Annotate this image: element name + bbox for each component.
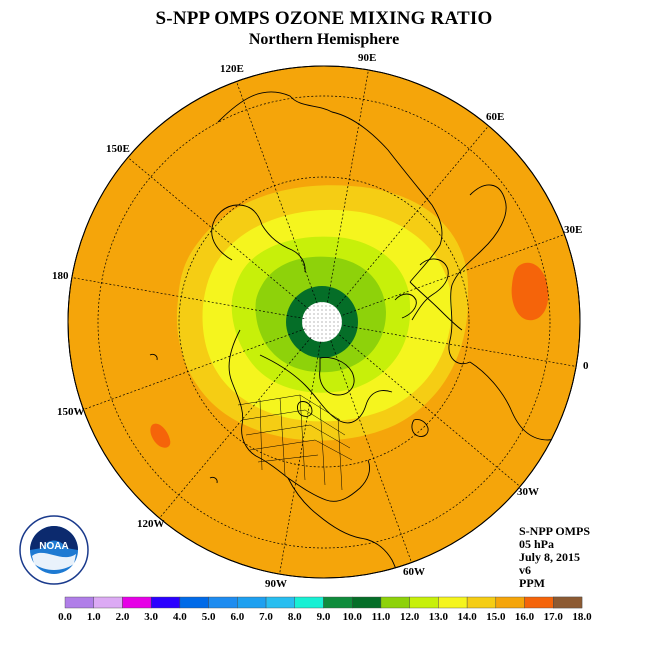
colorbar-swatch xyxy=(438,596,468,609)
lon-label-180: 180 xyxy=(52,270,69,282)
lon-label-150w: 150W xyxy=(57,406,85,418)
colorbar-tick-label: 4.0 xyxy=(173,611,187,623)
colorbar-swatch xyxy=(524,596,554,609)
colorbar-swatch xyxy=(179,596,209,609)
meridian-line xyxy=(330,340,412,563)
info-block: S-NPP OMPS 05 hPa July 8, 2015 v6 PPM xyxy=(519,525,590,590)
colorbar-swatch xyxy=(265,596,295,609)
info-version: v6 xyxy=(519,563,531,577)
colorbar-tick-label: 1.0 xyxy=(87,611,101,623)
colorbar-swatch xyxy=(495,596,525,609)
colorbar-tick-label: 6.0 xyxy=(230,611,244,623)
colorbar-swatch xyxy=(122,596,152,609)
lon-label-60e: 60E xyxy=(486,111,504,123)
colorbar-swatches xyxy=(64,596,583,609)
lon-label-60w: 60W xyxy=(403,566,425,578)
meridian-line xyxy=(236,81,318,304)
colorbar-tick-label: 8.0 xyxy=(288,611,302,623)
meridians xyxy=(71,69,577,575)
colorbar: 0.0 1.0 2.0 3.0 4.0 5.0 6.0 7.0 8.0 9.0 10.0 11.0 12… xyxy=(58,596,592,623)
colorbar-swatch xyxy=(150,596,181,609)
map-subtitle: Northern Hemisphere xyxy=(248,31,400,48)
polar-no-data xyxy=(302,302,342,342)
colorbar-ticks: 0.0 1.0 2.0 3.0 4.0 5.0 6.0 7.0 8.0 9.0 10.0 11.0 12… xyxy=(58,611,592,623)
colorbar-tick-label: 9.0 xyxy=(317,611,331,623)
colorbar-tick-label: 5.0 xyxy=(202,611,216,623)
meridian-line xyxy=(279,341,321,575)
lon-label-90w: 90W xyxy=(265,578,287,590)
colorbar-swatch xyxy=(409,596,439,609)
noaa-logo-text: NOAA xyxy=(39,541,68,552)
hotspot-west xyxy=(150,423,171,448)
meridian-line xyxy=(127,157,309,310)
meridian-line xyxy=(343,325,577,367)
hotspot-east xyxy=(511,262,549,321)
colorbar-swatch xyxy=(64,596,94,609)
lon-label-0: 0 xyxy=(583,360,589,372)
colorbar-tick-label: 13.0 xyxy=(429,611,449,623)
meridian-line xyxy=(336,125,489,307)
info-instrument: S-NPP OMPS xyxy=(519,524,590,538)
colorbar-tick-label: 15.0 xyxy=(486,611,506,623)
colorbar-swatch xyxy=(93,596,123,609)
colorbar-swatch xyxy=(553,596,583,609)
colorbar-swatch xyxy=(323,596,353,609)
colorbar-tick-label: 10.0 xyxy=(343,611,363,623)
colorbar-tick-label: 12.0 xyxy=(400,611,420,623)
lon-label-120e: 120E xyxy=(220,63,244,75)
lon-label-90e: 90E xyxy=(358,52,376,64)
meridian-line xyxy=(71,277,305,319)
colorbar-swatch xyxy=(352,596,382,609)
colorbar-tick-label: 11.0 xyxy=(372,611,391,623)
info-level: 05 hPa xyxy=(519,537,555,551)
latitude-circles xyxy=(97,95,551,549)
noaa-logo: NOAA xyxy=(19,515,89,585)
colorbar-swatch xyxy=(294,596,324,609)
meridian-line xyxy=(339,334,521,487)
lon-label-30e: 30E xyxy=(564,224,582,236)
colorbar-tick-label: 0.0 xyxy=(58,611,72,623)
colorbar-swatch xyxy=(208,596,238,609)
colorbar-tick-label: 14.0 xyxy=(457,611,477,623)
meridian-line xyxy=(159,337,312,519)
colorbar-tick-label: 3.0 xyxy=(144,611,158,623)
colorbar-swatch xyxy=(380,596,410,609)
colorbar-swatch xyxy=(237,596,267,609)
lon-label-120w: 120W xyxy=(137,518,165,530)
longitude-labels: 90E 60E 30E 0 30W 60W 90W 120W 150W 180 … xyxy=(52,52,589,590)
colorbar-tick-label: 16.0 xyxy=(515,611,535,623)
meridian-line xyxy=(342,234,565,316)
lon-label-30w: 30W xyxy=(517,486,539,498)
polar-map: 90E 60E 30E 0 30W 60W 90W 120W 150W 180 … xyxy=(19,52,589,590)
info-units: PPM xyxy=(519,576,545,590)
meridian-line xyxy=(83,328,306,410)
colorbar-tick-label: 2.0 xyxy=(116,611,130,623)
us-state-borders xyxy=(237,394,353,491)
lon-label-150e: 150E xyxy=(106,143,130,155)
map-title: S-NPP OMPS OZONE MIXING RATIO xyxy=(155,8,493,29)
colorbar-tick-label: 7.0 xyxy=(259,611,273,623)
colorbar-tick-label: 18.0 xyxy=(572,611,592,623)
colorbar-tick-label: 17.0 xyxy=(544,611,564,623)
info-date: July 8, 2015 xyxy=(519,550,581,564)
meridian-line xyxy=(327,69,369,303)
colorbar-swatch xyxy=(466,596,497,609)
